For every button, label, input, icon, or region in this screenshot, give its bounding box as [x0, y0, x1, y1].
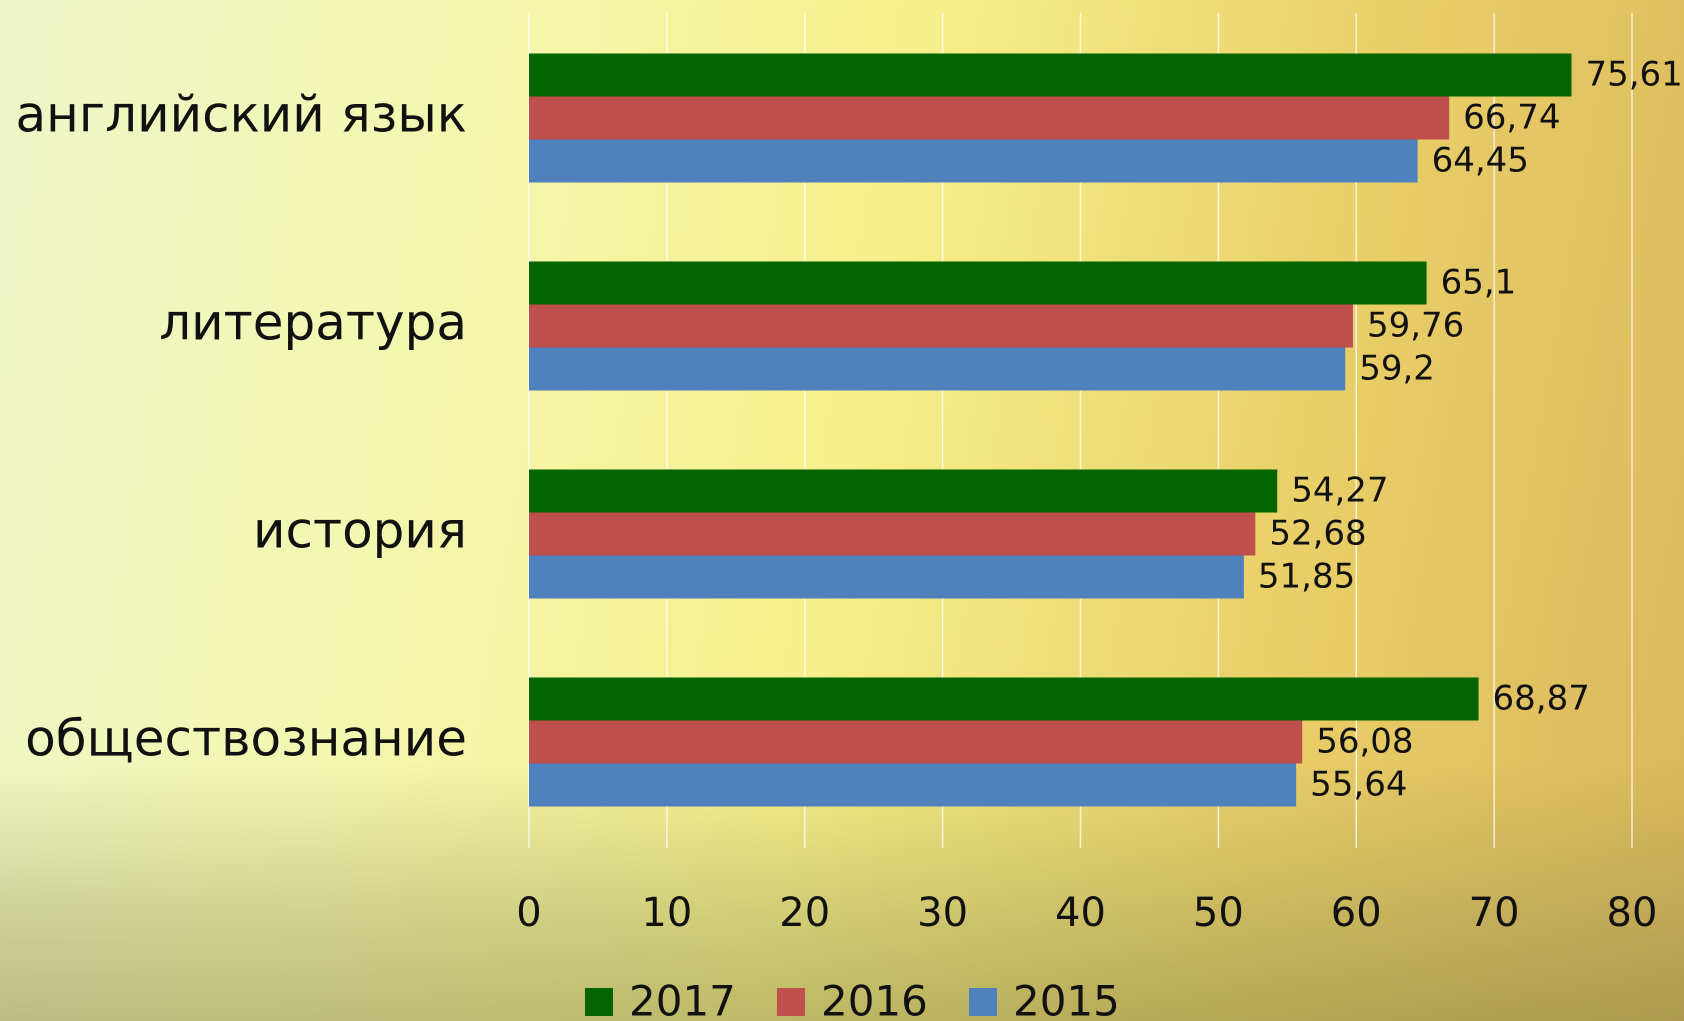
legend-swatch [777, 988, 805, 1016]
value-label: 59,2 [1359, 349, 1435, 389]
bar [529, 470, 1277, 513]
x-tick-label: 30 [917, 890, 968, 936]
category-label: литература [159, 294, 467, 352]
x-tick-label: 40 [1055, 890, 1106, 936]
category-label: история [253, 502, 467, 560]
value-label: 51,85 [1258, 557, 1355, 597]
value-label: 75,61 [1585, 55, 1682, 95]
x-tick-label: 60 [1331, 890, 1382, 936]
value-label: 68,87 [1493, 679, 1590, 719]
x-tick-label: 80 [1607, 890, 1658, 936]
value-label: 59,76 [1367, 306, 1464, 346]
category-label: обществознание [25, 710, 467, 768]
value-label: 52,68 [1269, 514, 1366, 554]
bar [529, 764, 1296, 807]
bar [529, 140, 1418, 183]
x-tick-label: 50 [1193, 890, 1244, 936]
value-label: 66,74 [1463, 98, 1560, 138]
bar [529, 305, 1353, 348]
bar [529, 262, 1427, 305]
value-label: 55,64 [1310, 765, 1407, 805]
x-tick-label: 20 [779, 890, 830, 936]
bar [529, 513, 1255, 556]
legend-label: 2016 [821, 977, 928, 1021]
slide: 0 10 20 30 40 50 60 70 80 английский язык 75,61 66,… [0, 0, 1684, 1021]
value-label: 54,27 [1291, 471, 1388, 511]
value-label: 64,45 [1432, 141, 1529, 181]
legend-swatch [969, 988, 997, 1016]
legend-label: 2015 [1013, 977, 1120, 1021]
bar [529, 678, 1479, 721]
x-tick-label: 70 [1469, 890, 1520, 936]
category-label: английский язык [16, 86, 467, 144]
value-label: 65,1 [1441, 263, 1517, 303]
bar [529, 97, 1449, 140]
bar [529, 54, 1571, 97]
bar [529, 556, 1244, 599]
legend-swatch [585, 988, 613, 1016]
legend-label: 2017 [629, 977, 736, 1021]
value-label: 56,08 [1316, 722, 1413, 762]
x-tick-label: 10 [641, 890, 692, 936]
bar [529, 721, 1302, 764]
x-tick-label: 0 [516, 890, 541, 936]
chart: 0 10 20 30 40 50 60 70 80 английский язык 75,61 66,… [0, 0, 1684, 1021]
bar [529, 348, 1345, 391]
